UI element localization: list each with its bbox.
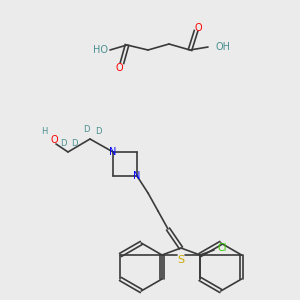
Text: N: N <box>133 171 141 181</box>
Text: OH: OH <box>216 42 231 52</box>
Text: O: O <box>50 135 58 145</box>
Text: HO: HO <box>93 45 108 55</box>
Text: O: O <box>194 23 202 33</box>
Text: D: D <box>83 124 89 134</box>
Text: D: D <box>71 139 77 148</box>
Text: D: D <box>60 139 66 148</box>
Text: S: S <box>177 255 184 265</box>
Text: Cl: Cl <box>217 243 227 253</box>
Text: D: D <box>95 127 101 136</box>
Text: N: N <box>109 147 117 157</box>
Text: H: H <box>41 128 47 136</box>
Text: O: O <box>115 63 123 73</box>
